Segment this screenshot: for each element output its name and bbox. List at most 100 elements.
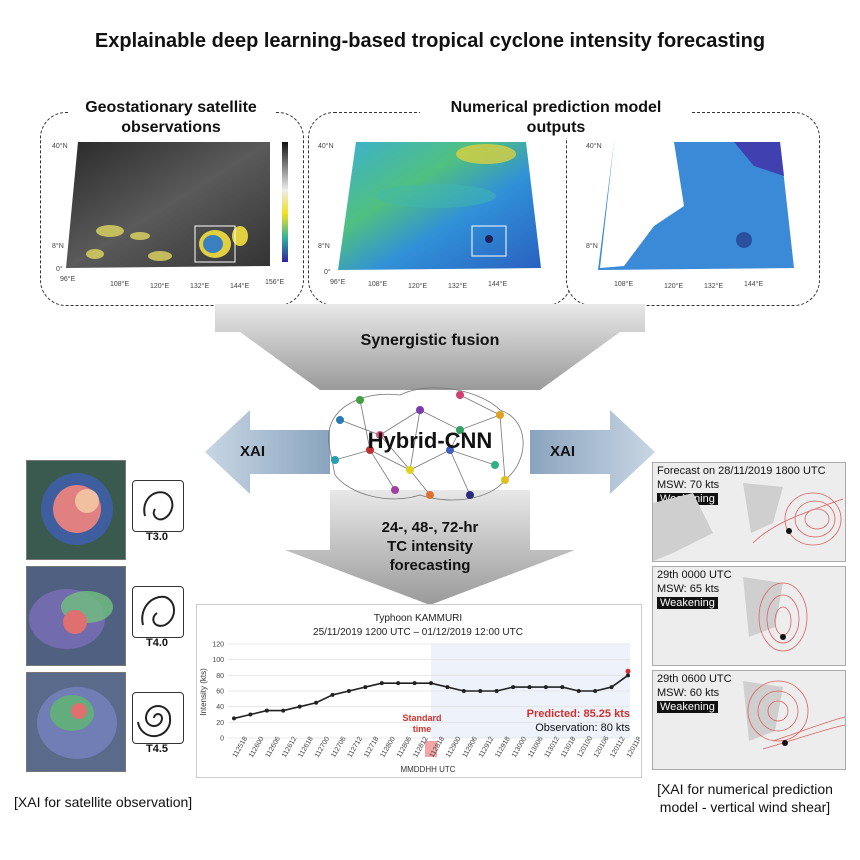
forecast-arrow: [285, 490, 575, 605]
x-tick-label: 112800: [379, 736, 397, 759]
x-tick-label: 112906: [462, 736, 480, 759]
svg-text:120°E: 120°E: [408, 282, 427, 290]
x-tick-label: 113006: [527, 736, 545, 759]
lon-label: 96°E: [60, 275, 76, 283]
y-tick-label: 0: [220, 736, 224, 743]
data-point: [461, 689, 466, 693]
model-map-field: 40°N 8°N 0° 96°E 108°E 120°E 132°E 144°E: [318, 142, 541, 290]
standard-time-highlight: [425, 741, 437, 757]
fusion-arrow: [215, 304, 645, 390]
wind-shear-panel-3: 29th 0600 UTC MSW: 60 kts Weakening: [652, 670, 846, 770]
x-tick-label: 113012: [544, 736, 562, 759]
data-point: [281, 708, 286, 713]
status-badge: Weakening: [657, 597, 718, 609]
lat-label: 8°N: [52, 242, 64, 250]
svg-text:40°N: 40°N: [586, 142, 602, 150]
dvorak-class: T4.0: [145, 637, 168, 649]
x-tick-label: 112700: [314, 736, 332, 759]
x-tick-label: 112518: [232, 736, 250, 759]
tc-center: [786, 528, 792, 534]
x-tick-label: 120106: [593, 735, 611, 759]
y-tick-label: 40: [216, 704, 224, 711]
x-tick-label: 113018: [560, 736, 578, 759]
figure-title: Explainable deep learning-based tropical…: [94, 30, 766, 52]
y-tick-label: 60: [216, 689, 224, 696]
data-point: [396, 681, 401, 686]
svg-text:120°E: 120°E: [664, 282, 683, 290]
xai-left-label: XAI: [240, 443, 266, 460]
svg-text:40°N: 40°N: [318, 142, 334, 150]
dvorak-class: T4.5: [145, 743, 168, 755]
data-point: [576, 689, 581, 693]
chart-subtitle: 25/11/2019 1200 UTC – 01/12/2019 12:00 U…: [313, 627, 523, 638]
status-badge: Weakening: [657, 701, 718, 713]
x-tick-label: 112618: [297, 736, 315, 759]
chart-title: Typhoon KAMMURI: [374, 613, 462, 624]
data-point: [511, 685, 516, 690]
data-point: [527, 685, 532, 690]
lon-label: 120°E: [150, 282, 169, 290]
panel-time: Forecast on 28/11/2019 1800 UTC: [657, 465, 826, 477]
data-point: [346, 689, 351, 693]
colorbar: [282, 142, 288, 262]
data-point: [412, 681, 417, 686]
x-tick-label: 113000: [511, 736, 529, 759]
svg-text:144°E: 144°E: [488, 280, 507, 288]
data-point: [494, 689, 499, 693]
wind-shear-xai-caption: [XAI for numerical prediction model - ve…: [657, 781, 833, 815]
x-tick-label: 120100: [576, 735, 594, 759]
x-tick-label: 112912: [478, 736, 496, 759]
data-point: [429, 681, 433, 686]
y-tick-label: 100: [212, 657, 224, 664]
data-point: [478, 689, 483, 693]
panel-time: 29th 0000 UTC: [657, 569, 732, 581]
model-map-sst: 40°N 8°N 108°E 120°E 132°E 144°E: [586, 142, 794, 290]
panel-msw: MSW: 65 kts: [657, 583, 720, 595]
x-tick-label: 112600: [248, 736, 266, 759]
lon-label: 132°E: [190, 282, 209, 290]
data-point: [297, 704, 302, 709]
svg-text:0°: 0°: [324, 268, 331, 276]
network-nodes: [331, 391, 509, 499]
tc-center: [782, 740, 788, 746]
x-tick-label: 112900: [445, 736, 463, 759]
svg-text:108°E: 108°E: [368, 280, 387, 288]
lon-label: 156°E: [265, 278, 284, 286]
data-point: [314, 700, 319, 705]
satellite-xai-heatmap-2: [26, 566, 126, 666]
x-tick-label: 112706: [330, 736, 348, 759]
x-tick-label: 120112: [609, 736, 627, 759]
svg-text:144°E: 144°E: [744, 280, 763, 288]
fusion-label: Synergistic fusion: [360, 332, 500, 349]
tc-box: [471, 225, 507, 257]
svg-text:132°E: 132°E: [704, 282, 723, 290]
dvorak-pattern-1: [132, 480, 184, 532]
predicted-label: Predicted: 85.25 kts: [527, 708, 630, 720]
panel-time: 29th 0600 UTC: [657, 673, 732, 685]
x-tick-label: 112806: [396, 736, 414, 759]
data-point: [264, 708, 269, 713]
dvorak-class: T3.0: [145, 531, 168, 543]
data-point: [232, 716, 236, 721]
lat-label: 0°: [56, 265, 63, 273]
satellite-xai-caption: [XAI for satellite observation]: [14, 794, 193, 810]
y-tick-label: 80: [216, 673, 224, 680]
xai-right-label: XAI: [550, 443, 576, 460]
x-tick-label: 112606: [265, 736, 283, 759]
wind-shear-panel-1: Forecast on 28/11/2019 1800 UTC MSW: 70 …: [652, 462, 846, 562]
fusion-diagram: [205, 304, 655, 605]
data-point: [609, 685, 614, 690]
x-tick-label: 112918: [494, 736, 512, 759]
xai-right-arrow: [530, 410, 655, 494]
forecast-label: 24-, 48-, 72-hr TC intensity forecasting: [381, 519, 479, 574]
wind-shear-panel-2: 29th 0000 UTC MSW: 65 kts Weakening: [652, 566, 846, 666]
tc-center: [780, 634, 786, 640]
observation-label: Observation: 80 kts: [535, 722, 630, 734]
svg-text:132°E: 132°E: [448, 282, 467, 290]
satellite-xai-heatmap-1: [26, 460, 126, 560]
tc-box: [194, 225, 236, 263]
data-point: [248, 712, 253, 717]
data-point: [626, 673, 630, 678]
x-tick-label: 120118: [626, 736, 640, 759]
data-point: [363, 685, 368, 690]
